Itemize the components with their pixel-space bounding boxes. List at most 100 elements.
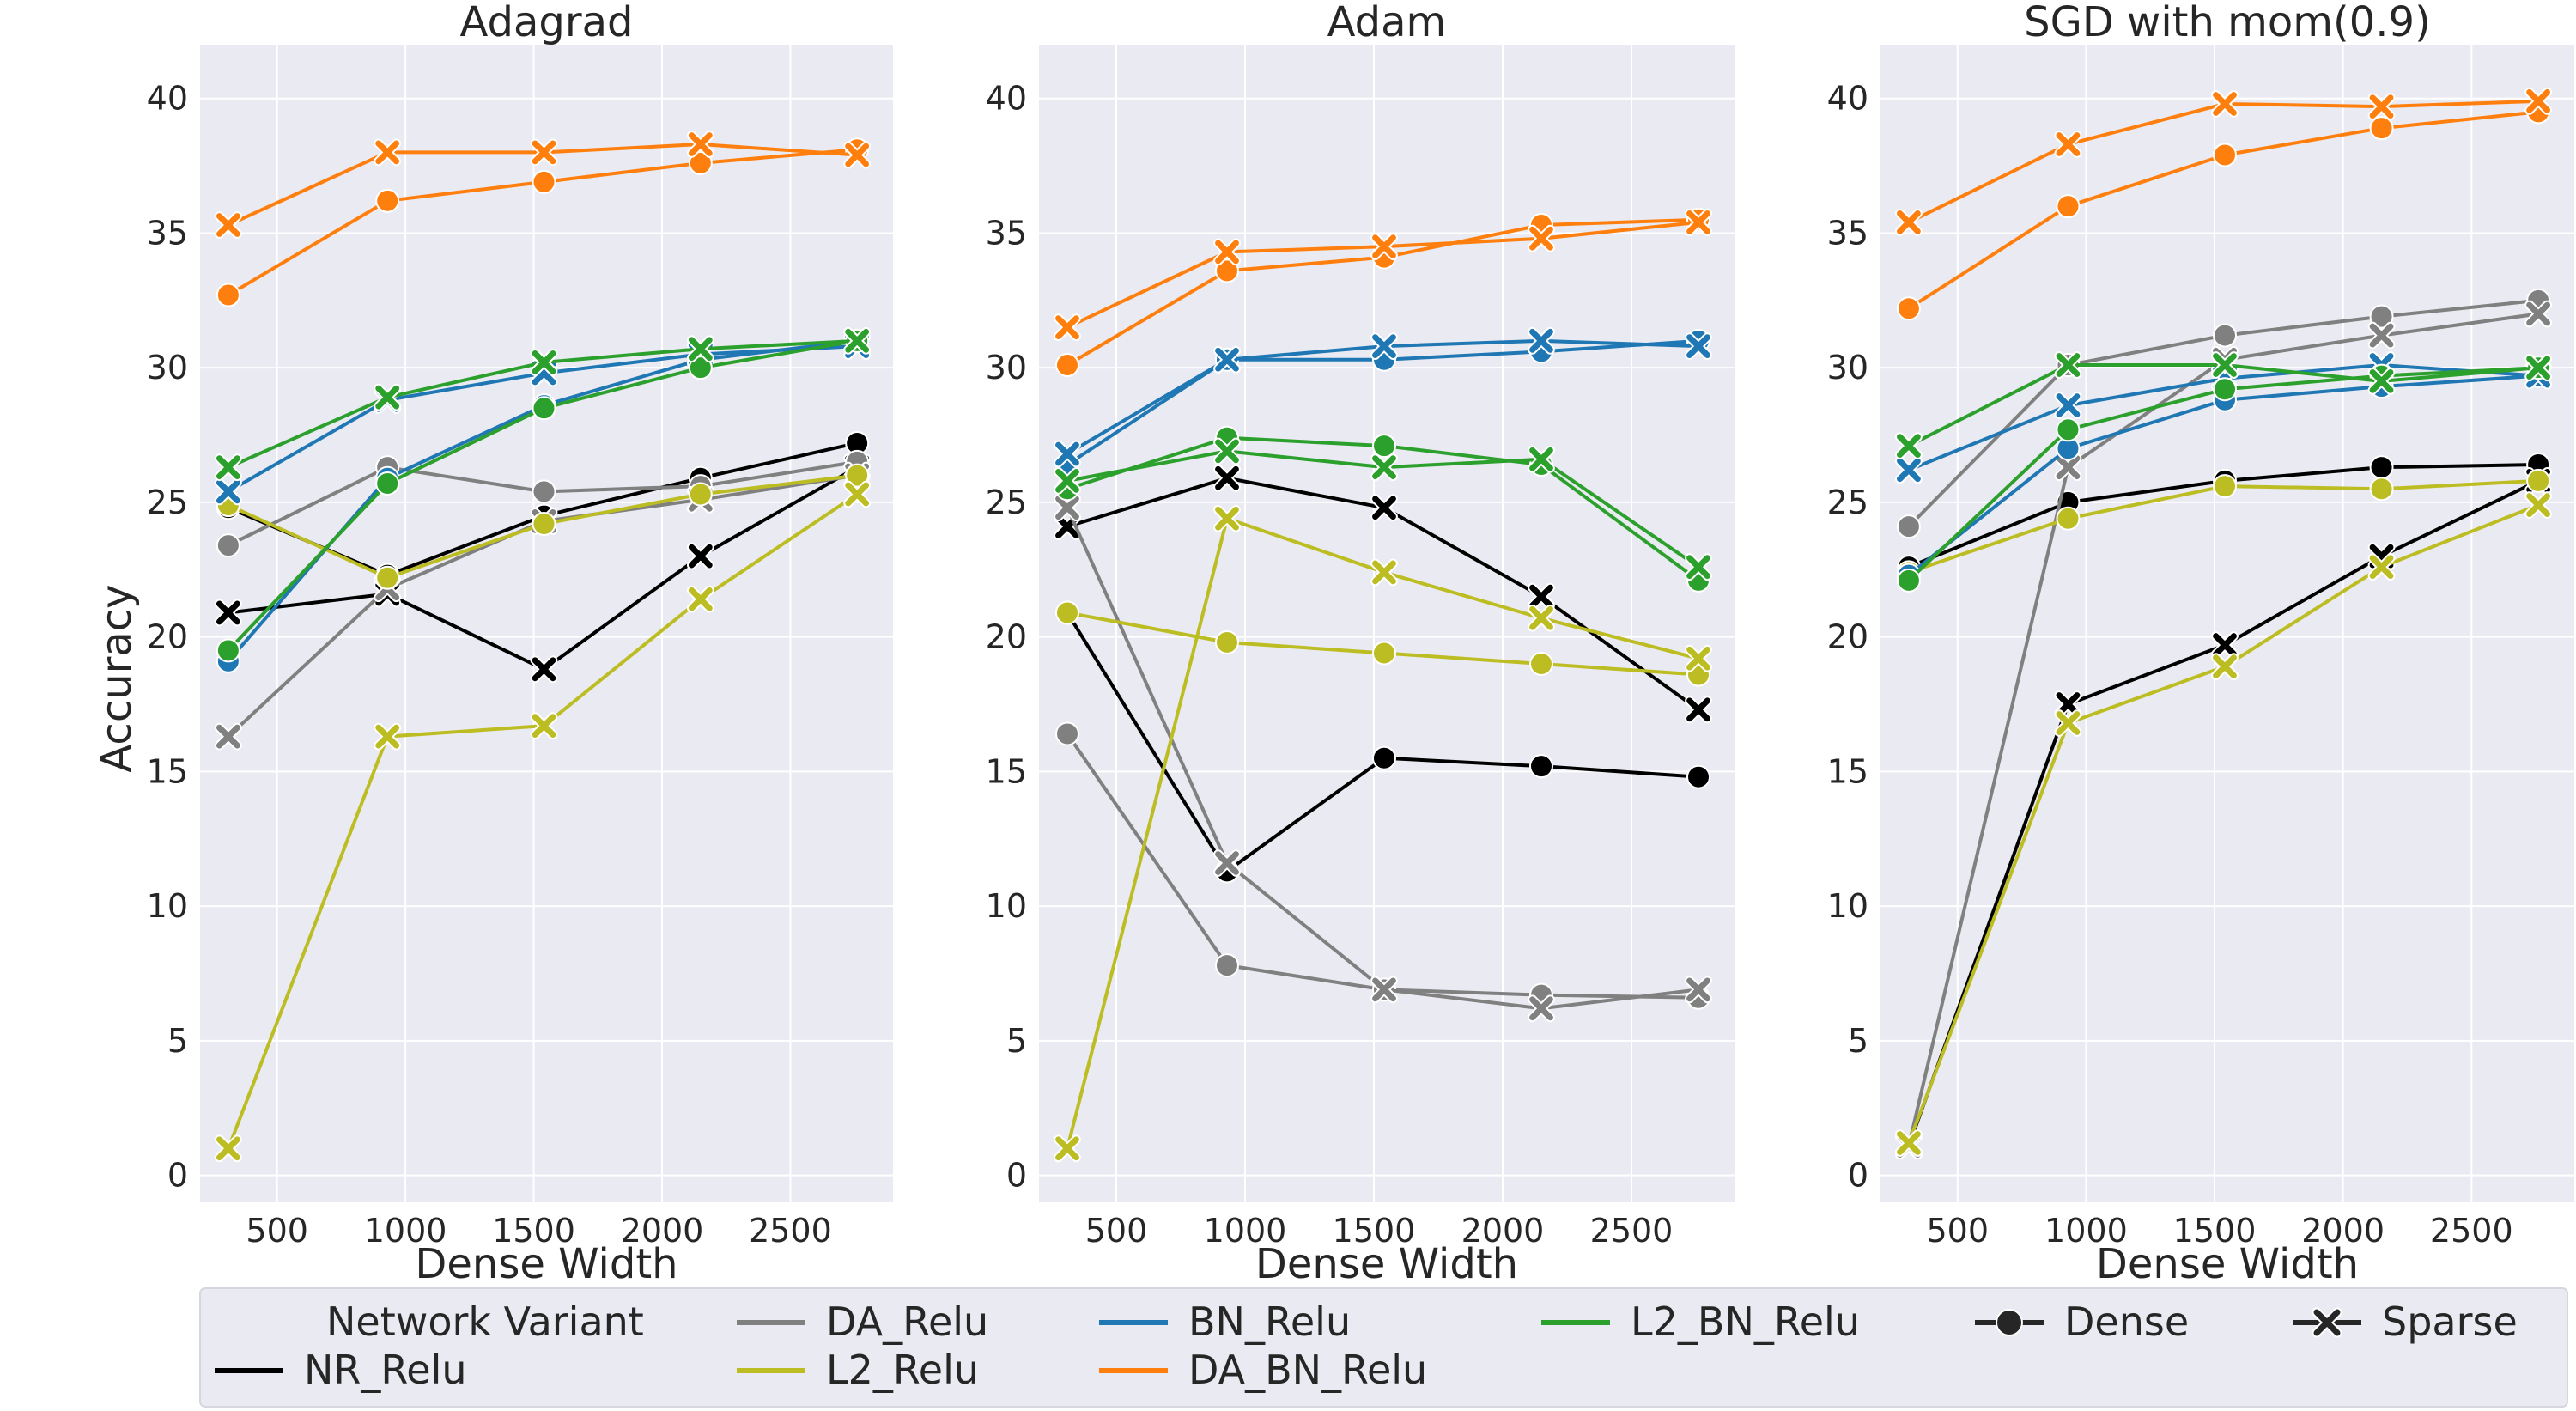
y-tick-label: 5 <box>167 1022 188 1060</box>
series-l2-bn-relu-sparse-point <box>2054 351 2082 379</box>
plot-area <box>200 45 893 1202</box>
series-l2-bn-relu-sparse-point <box>2524 354 2552 382</box>
panel-title: SGD with mom(0.9) <box>2024 0 2431 46</box>
series-l2-bn-relu-sparse-point <box>1370 453 1398 482</box>
x-tick-label: 1500 <box>1333 1212 1416 1250</box>
x-tick-label: 500 <box>1085 1212 1148 1250</box>
y-tick-label: 35 <box>1827 214 1868 252</box>
series-l2-relu-dense-point <box>1215 629 1239 654</box>
series-l2-bn-relu-dense-point <box>375 471 400 496</box>
y-tick-label: 0 <box>167 1157 188 1195</box>
y-tick-label: 35 <box>147 214 188 252</box>
series-da-relu-sparse-point <box>2054 453 2082 482</box>
series-da-relu-dense-point <box>2213 323 2238 348</box>
series-da-bn-relu-dense-point <box>1896 296 1921 321</box>
legend-title: Network Variant <box>326 1298 644 1345</box>
plot-area <box>1880 45 2574 1202</box>
series-l2-relu-sparse-point <box>1370 558 1398 587</box>
series-da-relu-dense-point <box>1055 721 1079 746</box>
series-nr-relu-sparse-point <box>2054 690 2082 718</box>
y-tick-label: 15 <box>986 752 1027 790</box>
series-nr-relu-sparse-point <box>1213 464 1241 492</box>
y-tick-label: 5 <box>1848 1022 1868 1060</box>
series-l2-bn-relu-dense-point <box>688 356 713 380</box>
series-bn-relu-sparse-point <box>1528 326 1555 355</box>
y-tick-label: 25 <box>986 484 1027 521</box>
legend-item-nr-relu: NR_Relu <box>215 1347 467 1393</box>
series-da-bn-relu-sparse <box>214 131 872 239</box>
y-tick-label: 40 <box>1827 80 1868 118</box>
legend-item-bn-relu: BN_Relu <box>1099 1298 1351 1345</box>
series-l2-bn-relu-sparse-point <box>1213 437 1241 465</box>
series-l2-relu-sparse <box>1054 504 1712 1163</box>
series-l2-relu-dense-point <box>1055 600 1079 625</box>
series-da-bn-relu-sparse-point <box>1685 209 1712 236</box>
y-tick-label: 30 <box>1827 349 1868 386</box>
series-nr-relu-sparse-point <box>686 542 714 570</box>
legend-label: NR_Relu <box>304 1347 467 1393</box>
x-tick-label: 2500 <box>2430 1212 2513 1250</box>
panel-adam: 0 5 10 15 20 25 30 35 40 500 1000 1500 2000 2500 Adam D… <box>986 0 1735 1288</box>
series-bn-relu-sparse-point <box>1054 440 1081 468</box>
panel-title: Adam <box>1327 0 1447 46</box>
y-tick-label: 40 <box>986 80 1027 118</box>
panel-sgd-with-mom-0-9: 0 5 10 15 20 25 30 35 40 500 1000 1500 2000 2500 SGD w… <box>1827 0 2574 1288</box>
legend-item-l2-bn-relu: L2_BN_Relu <box>1541 1298 1860 1345</box>
legend-frame <box>199 1287 2568 1408</box>
legend-item-sparse: Sparse <box>2293 1298 2518 1345</box>
legend-label: BN_Relu <box>1188 1298 1351 1345</box>
series-da-relu-sparse-point <box>1054 494 1081 522</box>
series-l2-bn-relu-sparse-point <box>1895 432 1923 459</box>
series-l2-bn-relu-sparse <box>1054 437 1712 581</box>
y-tick-label: 15 <box>147 752 188 790</box>
series-l2-relu-sparse-point <box>1054 1134 1081 1163</box>
x-tick-label: 2000 <box>2301 1212 2385 1250</box>
series-da-bn-relu-dense-point <box>375 188 400 213</box>
series-l2-bn-relu-sparse <box>1895 351 2552 459</box>
series-da-bn-relu-sparse <box>1895 87 2552 236</box>
y-tick-label: 0 <box>1848 1157 1868 1195</box>
y-tick-label: 10 <box>1827 887 1868 925</box>
series-l2-bn-relu-sparse-point <box>374 383 402 411</box>
series-l2-relu-sparse-point <box>2367 553 2396 581</box>
legend-item-da-bn-relu: DA_BN_Relu <box>1099 1347 1427 1393</box>
series-da-relu-dense-point <box>1215 953 1239 978</box>
series-l2-bn-relu-sparse-point <box>843 326 872 355</box>
series-l2-relu-dense-point <box>1529 652 1553 677</box>
legend-marker-dense <box>1996 1309 2023 1336</box>
series-l2-relu-dense <box>216 463 870 590</box>
x-tick-label: 2000 <box>1461 1212 1545 1250</box>
series-da-bn-relu-sparse-point <box>2367 93 2396 121</box>
x-tick-label: 1000 <box>364 1212 447 1250</box>
x-tick-label: 1000 <box>1204 1212 1287 1250</box>
series-da-bn-relu-sparse-point <box>1895 209 1923 236</box>
series-l2-relu-sparse-point <box>2211 653 2239 681</box>
series-l2-bn-relu-sparse-point <box>214 453 242 482</box>
series-l2-relu-sparse-point <box>1895 1129 1923 1157</box>
series-da-bn-relu-sparse <box>1054 209 1712 342</box>
series-l2-bn-relu-sparse <box>214 326 872 482</box>
series-l2-bn-relu-dense-point <box>2056 417 2081 442</box>
legend-label: L2_Relu <box>826 1347 979 1393</box>
series-l2-relu-sparse-point <box>843 480 872 508</box>
x-tick-label: 1000 <box>2044 1212 2128 1250</box>
series-l2-relu-sparse-point <box>686 585 714 613</box>
series-nr-relu-sparse-point <box>1370 494 1398 522</box>
series-da-bn-relu-sparse-point <box>530 138 558 167</box>
series-da-bn-relu-sparse-point <box>1213 238 1241 266</box>
series-l2-relu-sparse-point <box>1528 604 1555 632</box>
series-da-bn-relu-dense-point <box>1215 258 1239 283</box>
series-da-bn-relu-sparse-point <box>1528 224 1555 252</box>
series-l2-relu-dense-point <box>532 512 556 537</box>
legend-marker-sparse <box>2312 1307 2342 1338</box>
series-da-bn-relu-dense-point <box>2056 194 2081 219</box>
series-da-bn-relu-sparse-point <box>686 131 714 158</box>
series-l2-bn-relu-sparse-point <box>686 335 714 363</box>
y-tick-label: 25 <box>1827 484 1868 521</box>
legend-item-l2-relu: L2_Relu <box>737 1347 979 1393</box>
series-da-relu-sparse-point <box>214 722 242 751</box>
series-da-relu-sparse-point <box>1370 976 1398 1004</box>
legend-label: L2_BN_Relu <box>1631 1298 1860 1345</box>
y-tick-label: 20 <box>1827 618 1868 656</box>
series-nr-relu-dense-point <box>1372 745 1396 770</box>
